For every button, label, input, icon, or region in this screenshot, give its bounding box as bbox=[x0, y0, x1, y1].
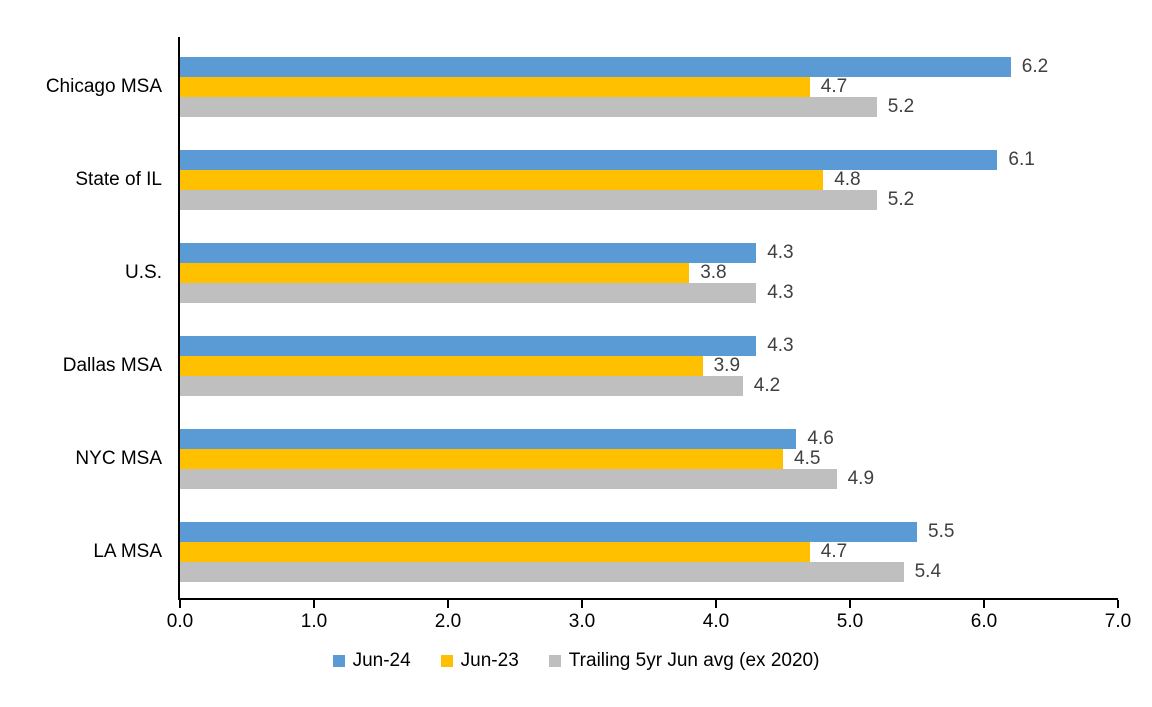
x-axis-tick-label: 3.0 bbox=[568, 611, 596, 632]
legend-swatch-icon bbox=[440, 655, 453, 667]
bar-value-label: 6.1 bbox=[1008, 148, 1035, 170]
bar-group: 4.6 4.5 4.9 bbox=[180, 412, 1118, 505]
legend-label: Jun-24 bbox=[352, 650, 411, 671]
bar-series-3 bbox=[180, 375, 743, 396]
x-axis-tick-mark bbox=[715, 600, 717, 608]
bar-series-3 bbox=[180, 561, 904, 582]
x-axis-tick-label: 2.0 bbox=[434, 611, 462, 632]
bar-value-label: 5.2 bbox=[887, 95, 915, 117]
legend-label: Jun-23 bbox=[460, 650, 519, 671]
bar-value-label: 3.8 bbox=[700, 261, 727, 283]
bar-series-3 bbox=[180, 282, 757, 303]
bar-group: 4.3 3.8 4.3 bbox=[180, 226, 1118, 319]
category-label: LA MSA bbox=[93, 540, 162, 562]
bar-series-2 bbox=[180, 169, 824, 190]
bar-series-1 bbox=[180, 521, 917, 542]
x-axis-tick-mark bbox=[313, 600, 315, 608]
bar-value-label: 4.3 bbox=[767, 241, 794, 263]
bar-value-label: 5.4 bbox=[914, 560, 942, 582]
bar-series-2 bbox=[180, 355, 703, 376]
category-label: U.S. bbox=[125, 261, 162, 283]
bar-group: 5.5 4.7 5.4 bbox=[180, 505, 1118, 598]
bar-value-label: 4.5 bbox=[794, 447, 821, 469]
chart-legend: Jun-24 Jun-23 Trailing 5yr Jun avg (ex 202… bbox=[0, 650, 1152, 672]
legend-label: Trailing 5yr Jun avg (ex 2020) bbox=[568, 650, 820, 671]
x-axis-tick-label: 0.0 bbox=[166, 611, 194, 632]
x-axis-tick-mark bbox=[849, 600, 851, 608]
legend-item: Jun-23 bbox=[440, 650, 519, 672]
bar-group: 6.2 4.7 5.2 bbox=[180, 40, 1118, 133]
bar-series-1 bbox=[180, 149, 998, 170]
bar-value-label: 3.9 bbox=[713, 354, 741, 376]
bar-series-1 bbox=[180, 335, 757, 356]
bar-value-label: 4.6 bbox=[807, 427, 834, 449]
plot-area: 6.2 4.7 5.2 6.1 4.8 5.2 4.3 3.8 4.3 4.3 3.9 4.2 4.6 4… bbox=[180, 40, 1118, 598]
x-axis-tick-label: 5.0 bbox=[836, 611, 864, 632]
bar-value-label: 4.3 bbox=[767, 334, 794, 356]
bar-series-1 bbox=[180, 242, 757, 263]
legend-swatch-icon bbox=[548, 655, 561, 667]
bar-series-2 bbox=[180, 448, 783, 469]
bar-value-label: 4.3 bbox=[767, 281, 794, 303]
bar-group: 6.1 4.8 5.2 bbox=[180, 133, 1118, 226]
bar-value-label: 4.7 bbox=[820, 75, 848, 97]
category-label: NYC MSA bbox=[75, 447, 162, 469]
bar-value-label: 4.8 bbox=[834, 168, 861, 190]
bar-group: 4.3 3.9 4.2 bbox=[180, 319, 1118, 412]
x-axis-tick-mark bbox=[581, 600, 583, 608]
bar-value-label: 4.9 bbox=[847, 467, 875, 489]
y-axis-line bbox=[178, 37, 180, 600]
bar-series-1 bbox=[180, 428, 797, 449]
bar-series-3 bbox=[180, 468, 837, 489]
category-label: Dallas MSA bbox=[62, 354, 162, 376]
x-axis-tick-mark bbox=[447, 600, 449, 608]
bar-series-1 bbox=[180, 56, 1011, 77]
bar-value-label: 4.2 bbox=[753, 374, 781, 396]
bar-value-label: 4.7 bbox=[820, 540, 848, 562]
x-axis-tick-label: 1.0 bbox=[300, 611, 328, 632]
x-axis-tick-label: 6.0 bbox=[970, 611, 998, 632]
legend-item: Trailing 5yr Jun avg (ex 2020) bbox=[548, 650, 820, 672]
x-axis-tick-mark bbox=[1117, 600, 1119, 608]
legend-swatch-icon bbox=[332, 655, 345, 667]
bar-series-2 bbox=[180, 262, 690, 283]
category-label: Chicago MSA bbox=[45, 75, 162, 97]
bar-value-label: 6.2 bbox=[1021, 55, 1049, 77]
x-axis-tick-label: 7.0 bbox=[1104, 611, 1132, 632]
x-axis-tick-label: 4.0 bbox=[702, 611, 730, 632]
x-axis-tick-mark bbox=[983, 600, 985, 608]
category-axis-labels: Chicago MSA State of IL U.S. Dallas MSA NYC … bbox=[0, 40, 162, 598]
bar-series-3 bbox=[180, 189, 877, 210]
bar-series-3 bbox=[180, 96, 877, 117]
bar-series-2 bbox=[180, 76, 810, 97]
bar-value-label: 5.2 bbox=[887, 188, 915, 210]
bar-series-2 bbox=[180, 541, 810, 562]
x-axis-line bbox=[178, 598, 1118, 600]
category-label: State of IL bbox=[75, 168, 162, 190]
bar-value-label: 5.5 bbox=[928, 520, 955, 542]
legend-item: Jun-24 bbox=[332, 650, 411, 672]
x-axis-tick-mark bbox=[179, 600, 181, 608]
